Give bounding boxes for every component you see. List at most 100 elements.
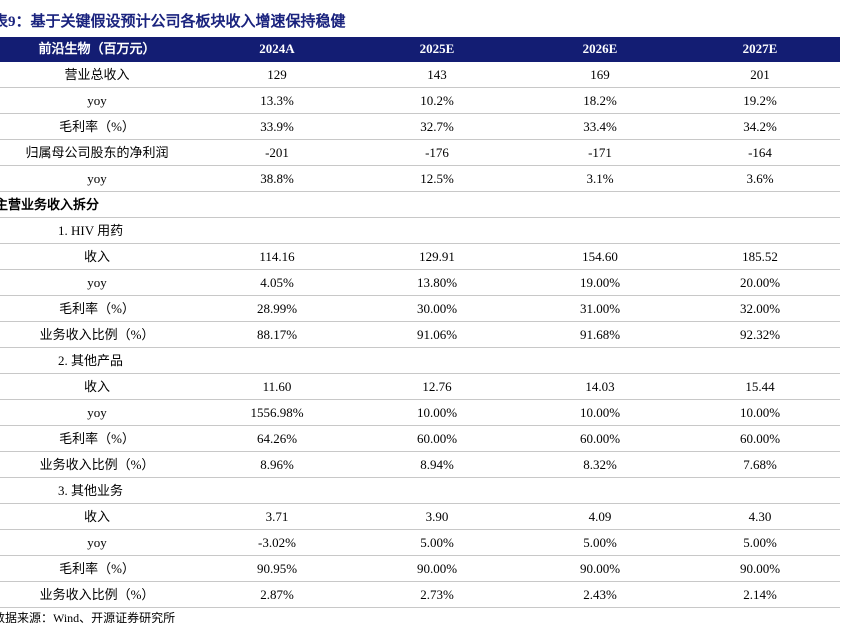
row-rule xyxy=(0,529,840,530)
cell: 10.00% xyxy=(579,405,621,420)
cell: 28.99% xyxy=(256,301,298,316)
row-rule xyxy=(0,191,840,192)
column-header: 2024A xyxy=(259,41,295,56)
cell: 3.90 xyxy=(425,509,449,524)
cell: 201 xyxy=(750,67,770,82)
row-label: 业务收入比例（%） xyxy=(39,327,155,342)
cell: 19.2% xyxy=(743,93,777,108)
source-note: 数据来源：Wind、开源证券研究所 xyxy=(0,611,176,623)
column-header: 2025E xyxy=(419,41,455,56)
row-label: yoy xyxy=(87,405,107,420)
row-rule xyxy=(0,217,840,218)
cell: 3.71 xyxy=(265,509,289,524)
row-label: 毛利率（%） xyxy=(59,301,135,316)
row-label: 业务收入比例（%） xyxy=(39,457,155,472)
cell: 10.00% xyxy=(739,405,781,420)
row-rule xyxy=(0,295,840,296)
cell: 14.03 xyxy=(585,379,615,394)
row-rule xyxy=(0,477,840,478)
row-label: yoy xyxy=(87,535,107,550)
row-rule xyxy=(0,243,840,244)
row-label: yoy xyxy=(87,171,107,186)
row-label: 毛利率（%） xyxy=(59,561,135,576)
row-rule xyxy=(0,373,840,374)
cell: 114.16 xyxy=(259,249,295,264)
cell: 19.00% xyxy=(579,275,621,290)
row-label: 毛利率（%） xyxy=(59,431,135,446)
cell: 33.9% xyxy=(260,119,294,134)
cell: 18.2% xyxy=(583,93,617,108)
cell: 60.00% xyxy=(416,431,458,446)
cell: 90.00% xyxy=(416,561,458,576)
row-rule xyxy=(0,399,840,400)
cell: 185.52 xyxy=(742,249,778,264)
row-rule xyxy=(0,347,840,348)
cell: 88.17% xyxy=(256,327,298,342)
cell: 30.00% xyxy=(416,301,458,316)
cell: 7.68% xyxy=(743,457,777,472)
cell: 60.00% xyxy=(739,431,781,446)
cell: 32.7% xyxy=(420,119,454,134)
cell: 8.96% xyxy=(260,457,294,472)
subsection-label: 3. 其他业务 xyxy=(58,483,124,498)
row-label: 归属母公司股东的净利润 xyxy=(25,145,169,160)
cell: 169 xyxy=(590,67,610,82)
cell: 34.2% xyxy=(743,119,777,134)
cell: 15.44 xyxy=(745,379,775,394)
cell: 4.05% xyxy=(260,275,294,290)
cell: 12.76 xyxy=(422,379,452,394)
row-rule xyxy=(0,581,840,582)
cell: 4.30 xyxy=(748,509,772,524)
section-label: 主营业务收入拆分 xyxy=(0,197,100,212)
row-label: yoy xyxy=(87,275,107,290)
cell: 90.00% xyxy=(739,561,781,576)
column-header: 2027E xyxy=(742,41,778,56)
row-rule xyxy=(0,451,840,452)
cell: 13.3% xyxy=(260,93,294,108)
cell: 5.00% xyxy=(420,535,454,550)
cell: 20.00% xyxy=(739,275,781,290)
row-rule xyxy=(0,269,840,270)
cell: 33.4% xyxy=(583,119,617,134)
subsection-label: 1. HIV 用药 xyxy=(58,223,124,238)
row-rule xyxy=(0,425,840,426)
cell: 1556.98% xyxy=(250,405,304,420)
cell: 3.1% xyxy=(586,171,614,186)
cell: -3.02% xyxy=(258,535,296,550)
cell: 64.26% xyxy=(256,431,298,446)
cell: 10.00% xyxy=(416,405,458,420)
cell: 13.80% xyxy=(416,275,458,290)
cell: -176 xyxy=(425,145,449,160)
cell: 12.5% xyxy=(420,171,454,186)
cell: 31.00% xyxy=(579,301,621,316)
row-label: 毛利率（%） xyxy=(59,119,135,134)
row-rule xyxy=(0,87,840,88)
table-title: 表9：基于关键假设预计公司各板块收入增速保持稳健 xyxy=(0,14,346,30)
row-label: yoy xyxy=(87,93,107,108)
column-header: 前沿生物（百万元） xyxy=(38,41,156,56)
cell: 5.00% xyxy=(583,535,617,550)
cell: 91.68% xyxy=(579,327,621,342)
cell: 2.43% xyxy=(583,587,617,602)
row-rule xyxy=(0,503,840,504)
row-label: 收入 xyxy=(83,249,111,264)
cell: 90.95% xyxy=(256,561,298,576)
cell: 3.6% xyxy=(746,171,774,186)
row-label: 营业总收入 xyxy=(64,67,130,82)
column-header: 2026E xyxy=(582,41,618,56)
cell: 91.06% xyxy=(416,327,458,342)
cell: 32.00% xyxy=(739,301,781,316)
row-rule xyxy=(0,607,840,608)
cell: 129.91 xyxy=(419,249,455,264)
cell: 129 xyxy=(267,67,287,82)
cell: 90.00% xyxy=(579,561,621,576)
cell: 8.32% xyxy=(583,457,617,472)
cell: 60.00% xyxy=(579,431,621,446)
cell: 2.73% xyxy=(420,587,454,602)
cell: 10.2% xyxy=(420,93,454,108)
header-band xyxy=(0,37,840,62)
cell: 4.09 xyxy=(588,509,612,524)
row-rule xyxy=(0,555,840,556)
cell: -201 xyxy=(265,145,289,160)
subsection-label: 2. 其他产品 xyxy=(58,353,124,368)
